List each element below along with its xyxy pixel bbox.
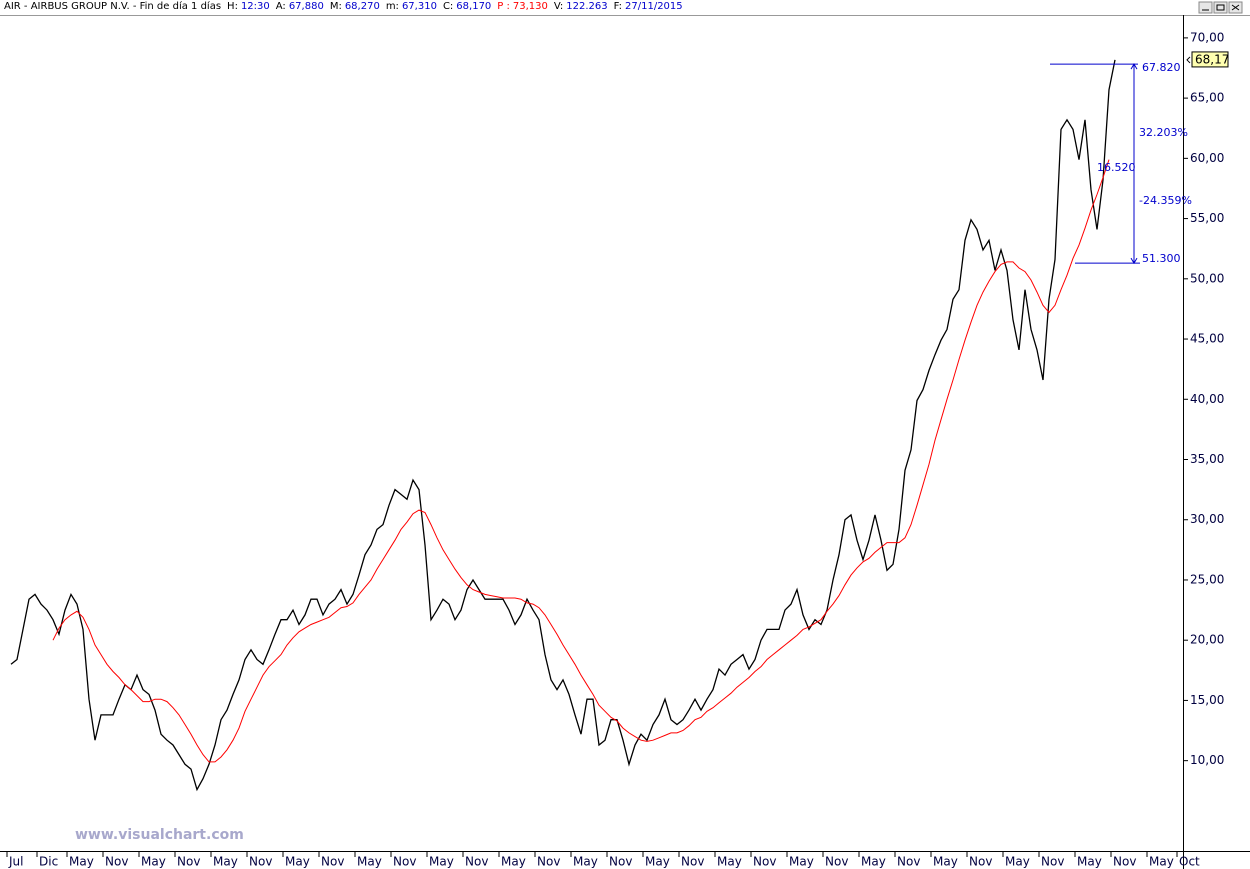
last-price-marker bbox=[1186, 56, 1191, 64]
x-tick-label: May bbox=[933, 855, 958, 869]
field-value: 73,130 bbox=[512, 1, 548, 12]
x-tick-label: May bbox=[861, 855, 886, 869]
field-label: C: bbox=[442, 1, 454, 12]
y-tick-label: 10,00 bbox=[1190, 753, 1224, 767]
maximize-button[interactable] bbox=[1213, 1, 1228, 14]
field-value: 122.263 bbox=[566, 1, 608, 12]
y-tick-label: 15,00 bbox=[1190, 693, 1224, 707]
x-tick-label: Nov bbox=[465, 855, 488, 869]
field-label: M: bbox=[329, 1, 342, 12]
x-tick-label: Nov bbox=[105, 855, 128, 869]
field-value: 12:30 bbox=[240, 1, 270, 12]
price-line bbox=[52, 159, 1110, 763]
x-tick-label: Nov bbox=[537, 855, 560, 869]
x-tick-label: May bbox=[285, 855, 310, 869]
x-tick-label: Nov bbox=[681, 855, 704, 869]
field-label: A: bbox=[275, 1, 286, 12]
y-tick-label: 40,00 bbox=[1190, 392, 1224, 406]
field-value: 67,310 bbox=[401, 1, 437, 12]
x-tick-label: May bbox=[645, 855, 670, 869]
x-tick-label: Nov bbox=[969, 855, 992, 869]
x-tick-label: May bbox=[429, 855, 454, 869]
x-tick-label: Nov bbox=[321, 855, 344, 869]
header: AIR - AIRBUS GROUP N.V. - Fin de día 1 d… bbox=[4, 1, 689, 12]
x-tick-label: May bbox=[213, 855, 238, 869]
x-tick-label: Nov bbox=[1041, 855, 1064, 869]
field-value: 68,170 bbox=[456, 1, 492, 12]
x-tick-label: May bbox=[357, 855, 382, 869]
x-tick-label: Dic bbox=[39, 855, 58, 869]
x-tick-label: May bbox=[789, 855, 814, 869]
measure-arrow bbox=[1130, 257, 1138, 265]
y-tick-label: 30,00 bbox=[1190, 512, 1224, 526]
x-tick-label: Oct bbox=[1179, 855, 1200, 869]
x-tick-label: Jul bbox=[8, 855, 23, 869]
header-title: AIR - AIRBUS GROUP N.V. - Fin de día 1 d… bbox=[4, 1, 222, 12]
y-tick-label: 20,00 bbox=[1190, 633, 1224, 647]
field-value: 67,880 bbox=[288, 1, 324, 12]
last-price-label: 68,17 bbox=[1195, 52, 1229, 66]
x-tick-label: May bbox=[1149, 855, 1174, 869]
field-value: 27/11/2015 bbox=[625, 1, 683, 12]
field-label: F: bbox=[613, 1, 622, 12]
y-tick-label: 60,00 bbox=[1190, 151, 1224, 165]
x-tick-label: Nov bbox=[177, 855, 200, 869]
measure-fall-label: -24.359% bbox=[1139, 194, 1192, 207]
y-tick-label: 50,00 bbox=[1190, 271, 1224, 285]
x-tick-label: May bbox=[573, 855, 598, 869]
x-tick-label: May bbox=[141, 855, 166, 869]
maximize-icon bbox=[1216, 4, 1225, 11]
field-value: 68,270 bbox=[344, 1, 380, 12]
field-label: V: bbox=[553, 1, 564, 12]
field-label: H: bbox=[227, 1, 238, 12]
field-label: m: bbox=[385, 1, 399, 12]
watermark: www.visualchart.com bbox=[75, 827, 244, 843]
x-tick-label: Nov bbox=[393, 855, 416, 869]
measure-arrow bbox=[1130, 63, 1138, 70]
x-tick-label: May bbox=[69, 855, 94, 869]
x-tick-label: May bbox=[1077, 855, 1102, 869]
measure-high-label: 67.820 bbox=[1142, 61, 1181, 74]
last-price-box bbox=[1191, 51, 1229, 68]
y-tick-label: 55,00 bbox=[1190, 211, 1224, 225]
measure-range-label: 16.520 bbox=[1097, 161, 1136, 174]
y-tick-label: 25,00 bbox=[1190, 572, 1224, 586]
y-tick-label: 45,00 bbox=[1190, 332, 1224, 346]
y-tick-label: 65,00 bbox=[1190, 91, 1224, 105]
x-tick-label: May bbox=[501, 855, 526, 869]
x-tick-label: Nov bbox=[249, 855, 272, 869]
x-tick-label: Nov bbox=[609, 855, 632, 869]
y-tick-label: 70,00 bbox=[1190, 30, 1224, 44]
x-tick-label: May bbox=[717, 855, 742, 869]
x-tick-label: Nov bbox=[1113, 855, 1136, 869]
close-icon bbox=[1231, 4, 1240, 11]
window-buttons[interactable] bbox=[1198, 1, 1243, 14]
measure-rise-label: 32.203% bbox=[1139, 126, 1188, 139]
x-tick-label: Nov bbox=[825, 855, 848, 869]
x-tick-label: Nov bbox=[753, 855, 776, 869]
y-tick-label: 35,00 bbox=[1190, 452, 1224, 466]
measure-low-label: 51.300 bbox=[1142, 252, 1181, 265]
price-line bbox=[10, 59, 1116, 792]
x-tick-label: May bbox=[1005, 855, 1030, 869]
x-tick-label: Nov bbox=[897, 855, 920, 869]
minimize-button[interactable] bbox=[1198, 1, 1213, 14]
field-label: P : bbox=[497, 1, 510, 12]
